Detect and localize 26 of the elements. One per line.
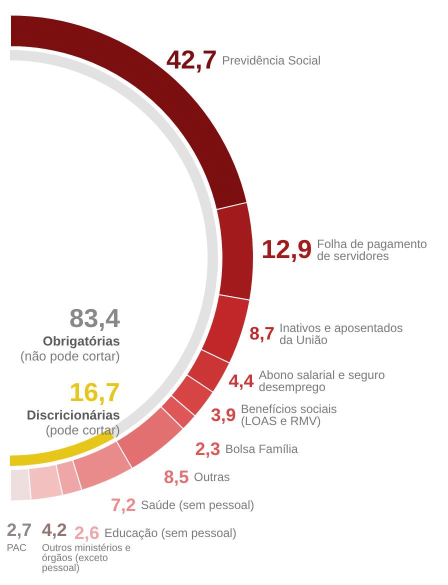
slice-label: Benefícios sociais (LOAS e RMV) (240, 402, 337, 428)
data-label: 4,4 (228, 370, 254, 391)
data-label: 8,5 (164, 466, 189, 487)
data-label: 7,2 (110, 494, 136, 515)
data-label: 2,6 (74, 522, 100, 543)
slice-label: Inativos e aposentados da União (280, 321, 403, 348)
slice-label: Bolsa Família (225, 442, 298, 456)
slice-label: Outros ministérios e órgãos (exceto pessoal) (42, 542, 132, 574)
data-label: 2,7 (6, 520, 32, 540)
slice-label: Folha de pagamento de servidores (317, 237, 428, 264)
slice-label: Previdência Social (222, 54, 321, 68)
slice-label: Discricionárias (pode cortar) (26, 408, 120, 438)
data-label: 3,9 (210, 404, 236, 425)
data-label: 16,7 (69, 377, 120, 408)
data-label: 42,7 (166, 44, 217, 74)
data-label: 2,3 (195, 438, 220, 459)
slice-label: Saúde (sem pessoal) (140, 498, 254, 512)
slice-label: Obrigatórias (não pode cortar) (20, 334, 120, 364)
data-label: 4,2 (42, 520, 67, 540)
data-label: 83,4 (69, 303, 121, 334)
data-label: 12,9 (261, 234, 312, 264)
data-label: 8,7 (249, 324, 275, 344)
slice-label: Abono salarial e seguro desemprego (258, 368, 386, 394)
slice-label: Educação (sem pessoal) (104, 526, 236, 540)
slice-label: PAC (6, 542, 27, 554)
slice-label: Outras (194, 470, 230, 484)
